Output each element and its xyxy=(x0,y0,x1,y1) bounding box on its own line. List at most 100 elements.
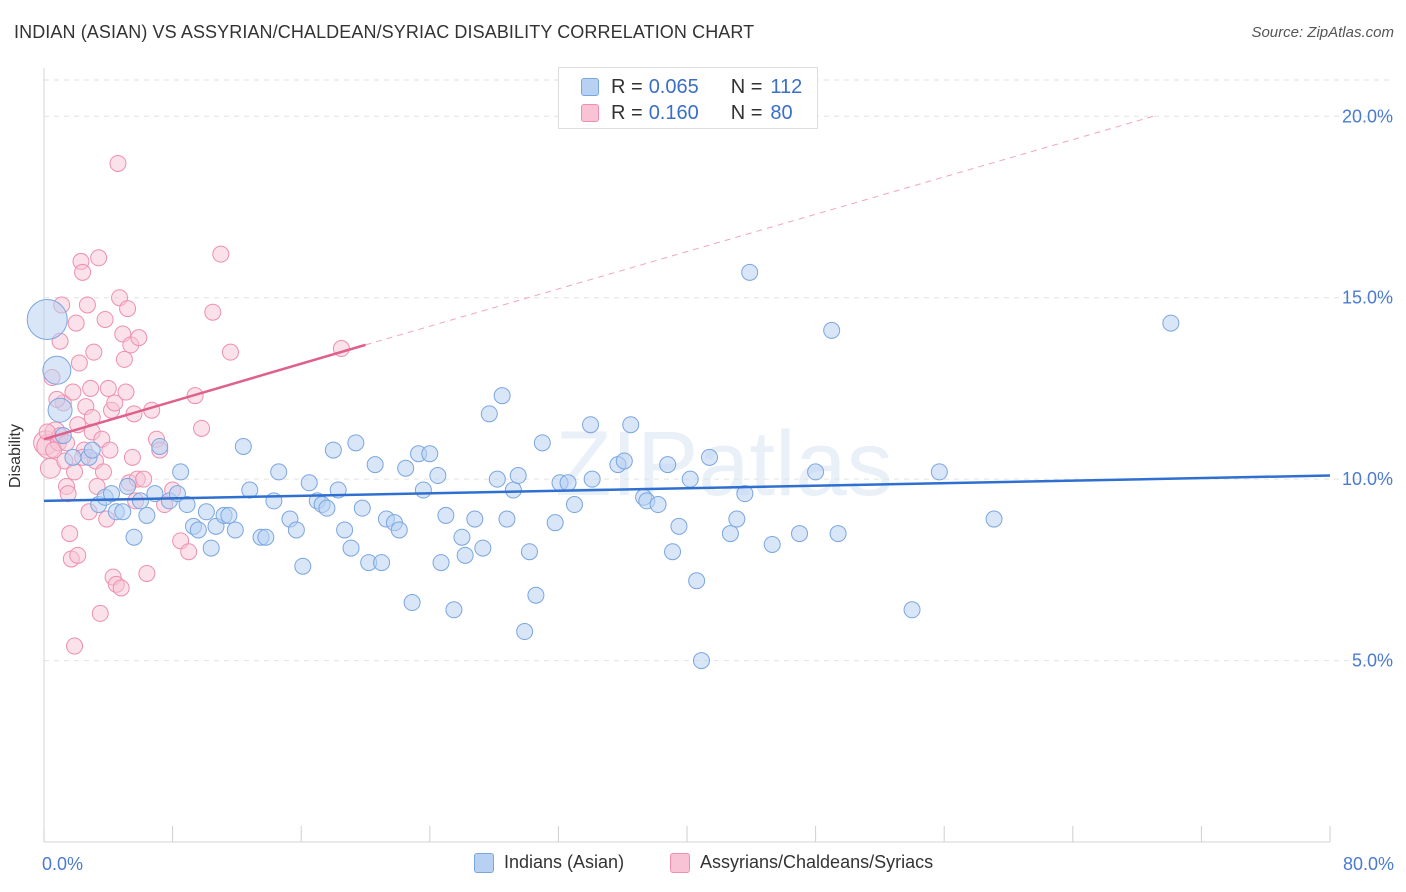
data-point-assyrians xyxy=(112,579,130,597)
data-point-indians xyxy=(347,434,365,452)
data-point-indians xyxy=(318,499,336,517)
data-point-assyrians xyxy=(106,394,124,412)
series-assyrians-points xyxy=(33,154,350,655)
data-point-indians xyxy=(189,521,207,539)
data-point-indians xyxy=(270,463,288,481)
x-tick-label: 80.0% xyxy=(1343,854,1394,874)
chart-title: INDIAN (ASIAN) VS ASSYRIAN/CHALDEAN/SYRI… xyxy=(14,22,755,42)
data-point-assyrians xyxy=(91,604,109,622)
data-point-indians xyxy=(390,521,408,539)
r-value: 0.065 xyxy=(648,75,699,98)
data-point-assyrians xyxy=(66,637,84,655)
y-tick-label: 10.0% xyxy=(1342,469,1393,489)
data-point-indians xyxy=(432,554,450,572)
data-point-indians xyxy=(257,528,275,546)
trend-extension-assyrians xyxy=(365,115,1154,346)
data-point-assyrians xyxy=(85,343,103,361)
data-point-assyrians xyxy=(45,441,63,459)
data-point-indians xyxy=(421,445,439,463)
x-tick-label: 0.0% xyxy=(42,854,83,874)
data-point-assyrians xyxy=(39,457,61,479)
legend-swatch-blue xyxy=(581,78,599,96)
data-point-assyrians xyxy=(101,441,119,459)
data-point-indians xyxy=(445,601,463,619)
data-point-indians xyxy=(688,572,706,590)
data-point-indians xyxy=(791,525,809,543)
data-point-indians xyxy=(681,470,699,488)
data-point-indians xyxy=(829,525,847,543)
data-point-indians xyxy=(353,499,371,517)
data-point-indians xyxy=(622,416,640,434)
data-point-assyrians xyxy=(204,303,222,321)
data-point-assyrians xyxy=(96,310,114,328)
data-point-indians xyxy=(300,474,318,492)
data-point-indians xyxy=(397,459,415,477)
data-point-indians xyxy=(741,263,759,281)
data-point-indians xyxy=(533,434,551,452)
watermark: ZIPatlas xyxy=(555,413,892,515)
data-point-indians xyxy=(520,543,538,561)
y-tick-label: 20.0% xyxy=(1342,106,1393,126)
data-point-indians xyxy=(466,510,484,528)
data-point-indians xyxy=(763,535,781,553)
data-point-assyrians xyxy=(67,314,85,332)
source-attribution: Source: ZipAtlas.com xyxy=(1251,24,1394,41)
tick-labels: 5.0% 10.0% 15.0% 20.0% 0.0% 80.0% xyxy=(42,106,1394,874)
data-point-assyrians xyxy=(70,354,88,372)
data-point-indians xyxy=(721,525,739,543)
data-point-indians xyxy=(504,481,522,499)
data-point-indians xyxy=(138,506,156,524)
legend-row-assyrians: R = 0.160 N = 80 xyxy=(581,100,793,126)
data-point-assyrians xyxy=(193,419,211,437)
data-point-indians xyxy=(220,506,238,524)
data-point-indians xyxy=(692,652,710,670)
trend-line-assyrians xyxy=(43,343,366,441)
data-point-indians xyxy=(103,485,121,503)
data-point-indians xyxy=(509,467,527,485)
data-point-indians xyxy=(474,539,492,557)
data-point-indians xyxy=(659,456,677,474)
data-point-indians xyxy=(414,481,432,499)
data-point-indians xyxy=(403,594,421,612)
data-point-indians xyxy=(294,557,312,575)
grid-lines xyxy=(44,79,1392,662)
data-point-indians xyxy=(437,506,455,524)
data-point-assyrians xyxy=(130,329,148,347)
data-point-indians xyxy=(324,441,342,459)
y-tick-label: 5.0% xyxy=(1352,651,1393,671)
data-point-indians xyxy=(823,321,841,339)
data-point-indians xyxy=(456,546,474,564)
data-point-indians xyxy=(336,521,354,539)
data-point-indians xyxy=(582,416,600,434)
data-point-indians xyxy=(1162,314,1180,332)
data-point-indians xyxy=(64,448,82,466)
data-point-assyrians xyxy=(138,564,156,582)
data-point-assyrians xyxy=(61,525,79,543)
legend-swatch-pink xyxy=(581,104,599,122)
legend-row-indians: R = 0.065 N = 112 xyxy=(581,74,802,100)
data-point-indians xyxy=(234,437,252,455)
data-point-indians xyxy=(807,463,825,481)
data-point-indians xyxy=(125,528,143,546)
data-point-indians xyxy=(930,463,948,481)
data-point-indians xyxy=(728,510,746,528)
data-point-indians xyxy=(26,298,68,340)
legend-swatch-pink xyxy=(670,852,690,873)
data-point-assyrians xyxy=(123,448,141,466)
trend-lines xyxy=(43,115,1331,503)
data-point-indians xyxy=(903,601,921,619)
data-point-indians xyxy=(429,467,447,485)
data-point-indians xyxy=(114,503,132,521)
data-point-indians xyxy=(649,496,667,514)
r-value: 0.160 xyxy=(648,101,699,124)
data-point-assyrians xyxy=(221,343,239,361)
data-point-indians xyxy=(202,539,220,557)
data-point-indians xyxy=(565,496,583,514)
data-point-indians xyxy=(664,543,682,561)
data-point-indians xyxy=(559,474,577,492)
data-point-assyrians xyxy=(117,383,135,401)
data-point-indians xyxy=(488,470,506,488)
data-point-indians xyxy=(83,441,101,459)
data-point-indians xyxy=(701,448,719,466)
